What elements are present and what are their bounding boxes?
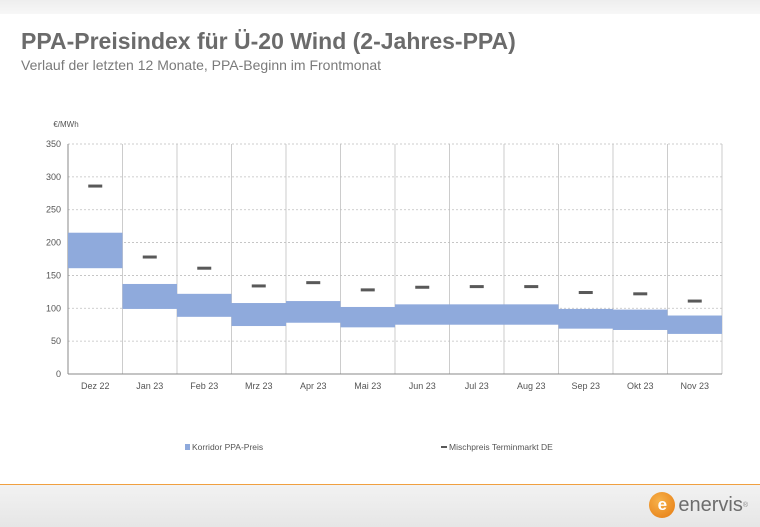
- mischpreis-marker: [469, 285, 484, 289]
- corridor-bar: [395, 304, 450, 325]
- corridor-bar: [177, 293, 232, 317]
- legend-swatch-corridor: [185, 444, 190, 450]
- mischpreis-marker: [306, 281, 321, 285]
- y-tick-label: 100: [46, 303, 61, 313]
- mischpreis-marker: [251, 284, 266, 288]
- legend-swatch-mischpreis: [441, 446, 447, 448]
- corridor-bar: [68, 232, 123, 269]
- y-tick-label: 0: [56, 369, 61, 379]
- x-tick-label: Jul 23: [465, 381, 489, 391]
- enervis-logo: e enervis ®: [649, 490, 748, 520]
- corridor-bar: [122, 283, 177, 309]
- corridor-bar: [231, 303, 286, 327]
- y-tick-label: 150: [46, 270, 61, 280]
- x-tick-label: Mrz 23: [245, 381, 273, 391]
- logo-text: enervis: [678, 493, 743, 516]
- corridor-bar: [504, 304, 559, 325]
- chart-title: PPA-Preisindex für Ü-20 Wind (2-Jahres-P…: [21, 28, 516, 54]
- footer-bar: [0, 484, 760, 527]
- corridor-bar: [340, 306, 395, 328]
- x-tick-label: Jan 23: [136, 381, 163, 391]
- ppa-price-chart: 0 50 100 150 200 250 300 350 €/MWh Dez 22 Jan 23 Fe…: [46, 120, 723, 452]
- mischpreis-marker: [88, 184, 103, 188]
- y-axis-label: €/MWh: [53, 120, 78, 129]
- x-tick-label: Apr 23: [300, 381, 327, 391]
- corridor-bar: [613, 309, 668, 330]
- top-bar: [0, 0, 760, 14]
- corridor-bar: [286, 301, 341, 323]
- legend-label-mischpreis: Mischpreis Terminmarkt DE: [449, 442, 553, 452]
- y-tick-label: 200: [46, 238, 61, 248]
- x-tick-label: Feb 23: [190, 381, 218, 391]
- x-tick-label: Nov 23: [680, 381, 709, 391]
- mischpreis-marker: [360, 288, 375, 292]
- logo-registered-mark: ®: [742, 501, 748, 509]
- x-tick-label: Okt 23: [627, 381, 654, 391]
- x-tick-label: Sep 23: [571, 381, 600, 391]
- y-tick-label: 300: [46, 172, 61, 182]
- mischpreis-marker: [197, 266, 212, 270]
- mischpreis-marker: [687, 299, 702, 303]
- y-tick-label: 50: [51, 336, 61, 346]
- x-tick-label: Mai 23: [354, 381, 381, 391]
- mischpreis-marker: [142, 255, 157, 259]
- x-tick-label: Aug 23: [517, 381, 546, 391]
- corridor-bar: [449, 304, 504, 325]
- mischpreis-marker: [633, 292, 648, 296]
- mischpreis-marker: [415, 285, 430, 289]
- corridor-bar: [558, 308, 613, 329]
- x-tick-label: Jun 23: [409, 381, 436, 391]
- y-tick-label: 250: [46, 205, 61, 215]
- corridor-bar: [667, 315, 722, 334]
- x-tick-label: Dez 22: [81, 381, 110, 391]
- chart-subtitle: Verlauf der letzten 12 Monate, PPA-Begin…: [21, 57, 382, 73]
- mischpreis-marker: [578, 291, 593, 295]
- legend-label-corridor: Korridor PPA-Preis: [192, 442, 263, 452]
- logo-mark-icon: e: [649, 492, 676, 518]
- y-tick-label: 350: [46, 139, 61, 149]
- mischpreis-marker: [524, 285, 539, 289]
